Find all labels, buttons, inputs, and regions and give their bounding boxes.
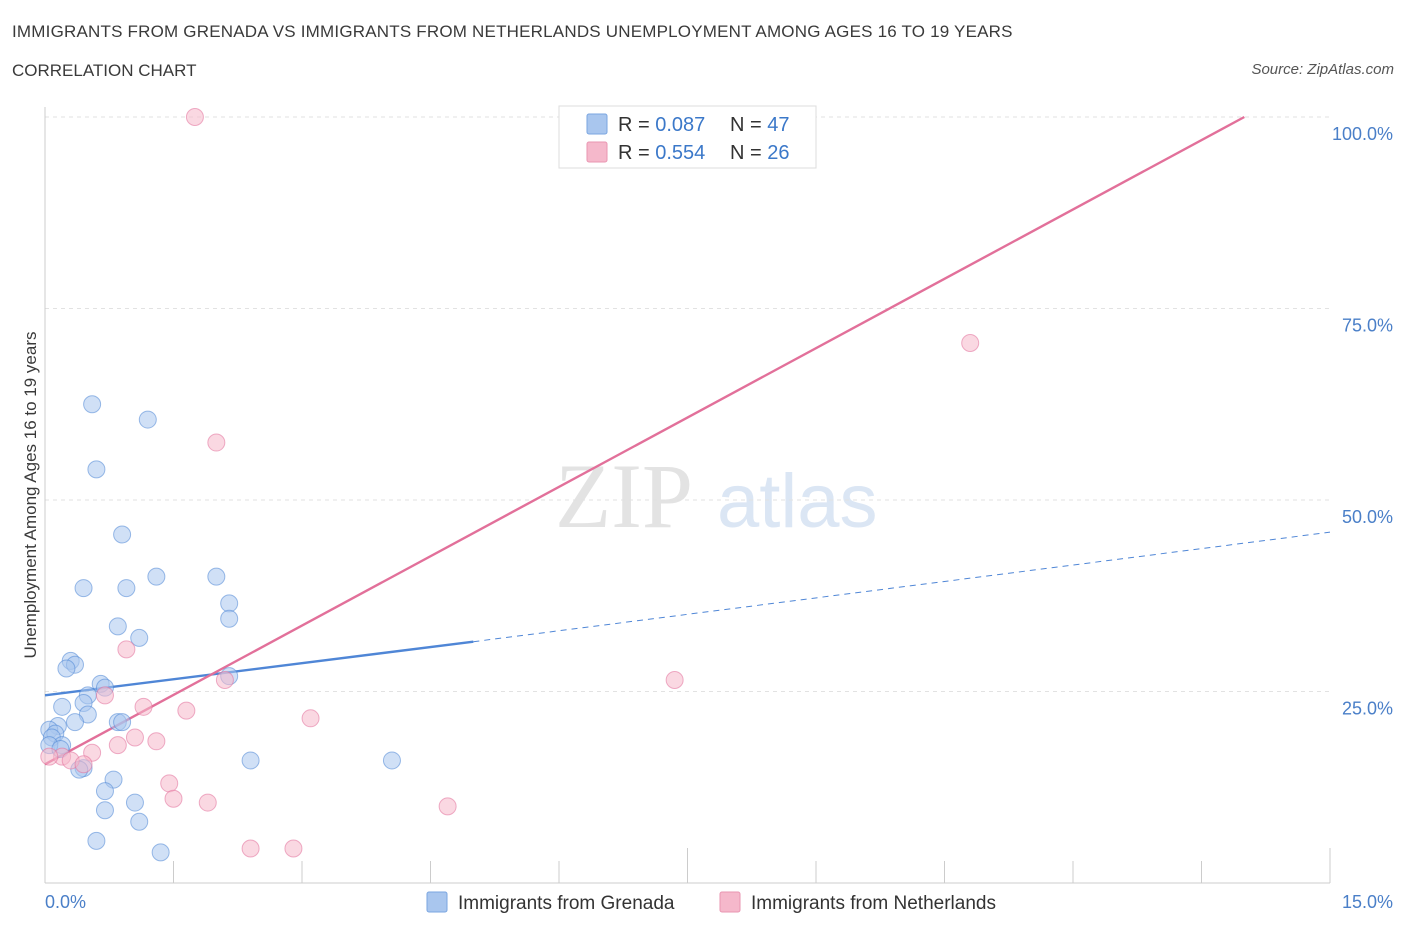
data-point [207, 433, 226, 452]
x-tick-label-min: 0.0% [45, 892, 86, 912]
legend-n-value-grenada: 47 [767, 114, 789, 136]
watermark: ZIP atlas [555, 445, 878, 547]
legend-r-value-netherlands: 0.554 [655, 142, 705, 164]
data-point [164, 789, 183, 808]
data-point [74, 755, 93, 774]
svg-text:N = 47: N = 47 [730, 114, 790, 136]
chart-subtitle: CORRELATION CHART [12, 61, 197, 80]
data-point [117, 579, 136, 598]
data-point [65, 713, 84, 732]
data-point [95, 801, 114, 820]
data-point [301, 709, 320, 728]
series-grenada-points [40, 395, 401, 862]
data-point [284, 839, 303, 858]
data-point [57, 659, 76, 678]
y-tick-label: 100.0% [1332, 124, 1393, 144]
series-legend-label-netherlands: Immigrants from Netherlands [751, 893, 996, 914]
y-tick-label: 25.0% [1342, 699, 1393, 719]
legend-n-value-netherlands: 26 [767, 142, 789, 164]
data-point [138, 410, 157, 429]
legend-swatch-grenada [586, 113, 608, 135]
data-point [207, 567, 226, 586]
data-point [147, 732, 166, 751]
legend-swatch-netherlands [586, 141, 608, 163]
y-tick-label: 50.0% [1342, 507, 1393, 527]
data-point [117, 640, 136, 659]
svg-text:R = 0.554: R = 0.554 [618, 142, 705, 164]
data-point [198, 793, 217, 812]
data-point [40, 747, 59, 766]
data-point [147, 567, 166, 586]
y-axis-title: Unemployment Among Ages 16 to 19 years [21, 332, 40, 659]
data-point [113, 525, 132, 544]
data-point [382, 751, 401, 770]
data-point [220, 594, 239, 613]
legend-row-netherlands: R = 0.554 N = 26 [586, 141, 790, 164]
y-tick-labels: 100.0% 75.0% 50.0% 25.0% [1332, 124, 1393, 719]
data-point [151, 843, 170, 862]
data-point [134, 697, 153, 716]
trend-line-grenada [44, 640, 474, 697]
source-label: Source: ZipAtlas.com [1251, 61, 1394, 78]
x-tick-label-max: 15.0% [1342, 892, 1393, 912]
data-point [241, 751, 260, 770]
series-legend-swatch-grenada [426, 891, 448, 913]
data-point [87, 460, 106, 479]
data-point [961, 333, 980, 352]
axes [44, 107, 1331, 884]
data-point [665, 671, 684, 690]
legend-r-label: R = [618, 142, 655, 164]
data-point [185, 108, 204, 126]
svg-text:R = 0.087: R = 0.087 [618, 114, 705, 136]
data-point [108, 736, 127, 755]
data-point [87, 831, 106, 850]
data-point [220, 609, 239, 628]
watermark-zip: ZIP [555, 445, 693, 547]
series-legend: Immigrants from Grenada Immigrants from … [426, 891, 996, 914]
data-point [177, 701, 196, 720]
data-point [215, 671, 234, 690]
legend-r-label: R = [618, 114, 655, 136]
data-point [125, 728, 144, 747]
svg-text:N = 26: N = 26 [730, 142, 790, 164]
legend-r-value-grenada: 0.087 [655, 114, 705, 136]
data-point [95, 686, 114, 705]
legend-n-label: N = [730, 142, 767, 164]
data-point [130, 812, 149, 831]
correlation-legend: R = 0.087 N = 47 R = 0.554 N = 26 [558, 105, 817, 169]
trend-extension-grenada [473, 531, 1331, 643]
series-legend-label-grenada: Immigrants from Grenada [458, 893, 675, 914]
x-tick-labels: 0.0% 15.0% [45, 892, 1393, 912]
legend-row-grenada: R = 0.087 N = 47 [586, 113, 790, 136]
data-point [108, 617, 127, 636]
series-legend-swatch-netherlands [719, 891, 741, 913]
watermark-atlas: atlas [717, 459, 878, 544]
y-tick-label: 75.0% [1342, 316, 1393, 336]
data-point [83, 395, 102, 414]
data-point [241, 839, 260, 858]
data-point [95, 782, 114, 801]
data-points [40, 108, 980, 862]
trend-lines [44, 115, 1331, 766]
legend-n-label: N = [730, 114, 767, 136]
data-point [438, 797, 457, 816]
data-point [130, 628, 149, 647]
chart-title: IMMIGRANTS FROM GRENADA VS IMMIGRANTS FR… [12, 22, 1013, 41]
series-netherlands-points [40, 108, 980, 858]
data-point [160, 774, 179, 793]
data-point [113, 713, 132, 732]
data-point [125, 793, 144, 812]
trend-line-netherlands [44, 115, 1245, 766]
data-point [74, 579, 93, 598]
data-point [53, 697, 72, 716]
